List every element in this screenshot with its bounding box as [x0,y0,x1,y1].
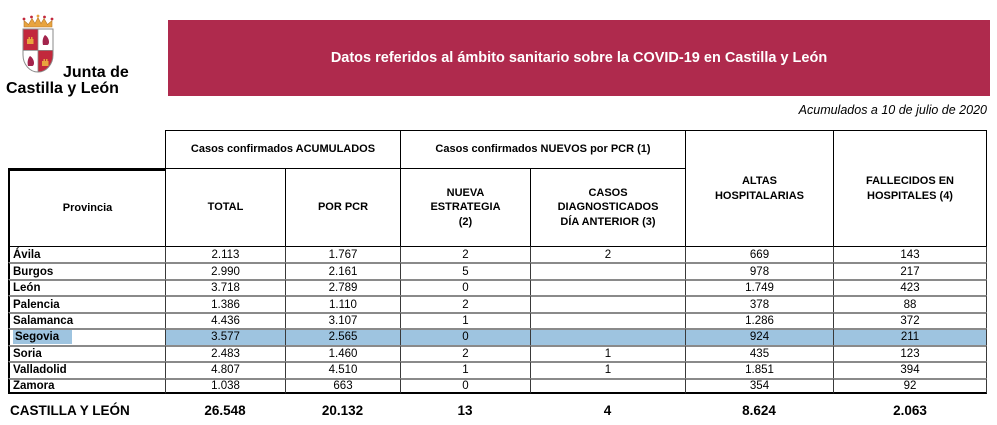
cell-provincia: Valladolid [8,361,165,378]
cell-dia-anterior: 1 [530,361,685,378]
cell-nueva: 5 [400,262,530,279]
cell-altas: 435 [685,344,833,362]
cell-dia-anterior [530,311,685,329]
cell-total: 2.990 [165,262,285,279]
cell-nueva: 2 [400,344,530,362]
cell-dia-anterior [530,328,685,345]
cell-fallecidos: 372 [833,311,987,329]
junta-coat-of-arms-icon [18,14,58,83]
cell-por-pcr: 3.107 [285,311,400,329]
cell-nueva: 0 [400,278,530,296]
totals-nueva: 13 [457,403,473,419]
logo-text-line2: Castilla y León [6,80,119,97]
totals-altas: 8.624 [742,403,776,419]
cell-fallecidos: 217 [833,262,987,279]
cell-total: 4.807 [165,361,285,378]
cell-provincia: Burgos [8,262,165,279]
column-header-altas: ALTAS HOSPITALARIAS [685,130,833,246]
group-header-nuevos-pcr: Casos confirmados NUEVOS por PCR (1) [400,130,685,168]
totals-dia-anterior: 4 [603,403,612,419]
cell-altas: 669 [685,246,833,263]
column-header-nueva-estrategia: NUEVA ESTRATEGIA (2) [400,168,530,246]
cell-total: 3.577 [165,328,285,345]
column-header-total: TOTAL [165,168,285,246]
cell-altas: 354 [685,377,833,394]
cell-fallecidos: 123 [833,344,987,362]
cell-altas: 378 [685,295,833,312]
cell-altas: 924 [685,328,833,345]
cell-provincia: Ávila [8,246,165,263]
header-empty-corner [8,130,165,168]
cell-nueva: 0 [400,328,530,345]
cell-fallecidos: 211 [833,328,987,345]
page-title: Datos referidos al ámbito sanitario sobr… [330,50,828,66]
totals-label: CASTILLA Y LEÓN [10,403,130,419]
cell-fallecidos: 88 [833,295,987,312]
cell-total: 4.436 [165,311,285,329]
totals-fallecidos: 2.063 [893,403,927,419]
cell-fallecidos: 423 [833,278,987,296]
cell-fallecidos: 92 [833,377,987,394]
cell-por-pcr: 663 [285,377,400,394]
cell-nueva: 1 [400,361,530,378]
cell-altas: 1.851 [685,361,833,378]
cell-altas: 978 [685,262,833,279]
cell-por-pcr: 4.510 [285,361,400,378]
cell-provincia: León [8,278,165,296]
cell-total: 1.386 [165,295,285,312]
cell-provincia: Salamanca [8,311,165,329]
column-header-provincia: Provincia [8,168,165,246]
cell-nueva: 1 [400,311,530,329]
cell-provincia: Zamora [8,377,165,394]
cell-dia-anterior [530,262,685,279]
cell-altas: 1.749 [685,278,833,296]
totals-total: 26.548 [204,403,246,419]
cell-dia-anterior [530,295,685,312]
cell-provincia: Palencia [8,295,165,312]
cell-dia-anterior: 1 [530,344,685,362]
group-header-acumulados: Casos confirmados ACUMULADOS [165,130,400,168]
cell-por-pcr: 2.789 [285,278,400,296]
cell-total: 2.483 [165,344,285,362]
cell-por-pcr: 1.460 [285,344,400,362]
cell-fallecidos: 143 [833,246,987,263]
cell-nueva: 2 [400,246,530,263]
column-header-fallecidos: FALLECIDOS EN HOSPITALES (4) [833,130,987,246]
cell-nueva: 2 [400,295,530,312]
covid-data-table: Casos confirmados ACUMULADOS Casos confi… [8,130,987,424]
column-header-por-pcr: POR PCR [285,168,400,246]
cell-dia-anterior: 2 [530,246,685,263]
title-banner: Datos referidos al ámbito sanitario sobr… [168,20,990,96]
junta-logo: Junta de Castilla y León [6,14,146,98]
cell-fallecidos: 394 [833,361,987,378]
cell-por-pcr: 2.161 [285,262,400,279]
cell-por-pcr: 1.110 [285,295,400,312]
cell-total: 1.038 [165,377,285,394]
accumulated-date-subtitle: Acumulados a 10 de julio de 2020 [798,103,987,117]
logo-text-line1: Junta de [63,64,129,81]
column-header-dia-anterior: CASOS DIAGNOSTICADOS DÍA ANTERIOR (3) [530,168,685,246]
cell-por-pcr: 1.767 [285,246,400,263]
cell-nueva: 0 [400,377,530,394]
cell-por-pcr: 2.565 [285,328,400,345]
cell-dia-anterior [530,377,685,394]
totals-por-pcr: 20.132 [321,403,364,419]
highlighted-province-label: Segovia [13,330,73,345]
cell-dia-anterior [530,278,685,296]
cell-provincia: Soria [8,344,165,362]
cell-provincia: Segovia [8,328,165,345]
cell-total: 3.718 [165,278,285,296]
cell-total: 2.113 [165,246,285,263]
cell-altas: 1.286 [685,311,833,329]
